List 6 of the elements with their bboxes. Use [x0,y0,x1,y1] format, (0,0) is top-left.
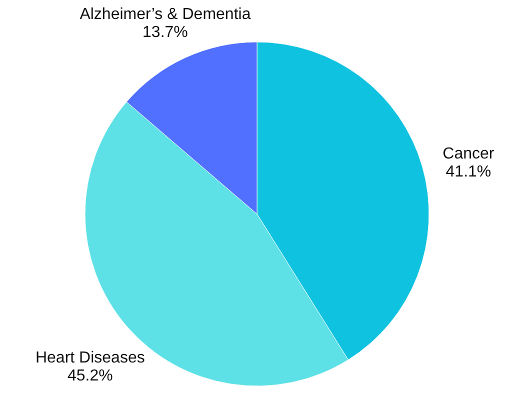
slice-label: Alzheimer’s & Dementia [80,6,251,24]
slice-label: Cancer [442,145,495,162]
data-label: 13.7% [142,24,188,42]
data-label: 41.1% [446,163,492,180]
slice-label: Heart Diseases [35,349,145,366]
data-label: 45.2% [67,367,113,384]
